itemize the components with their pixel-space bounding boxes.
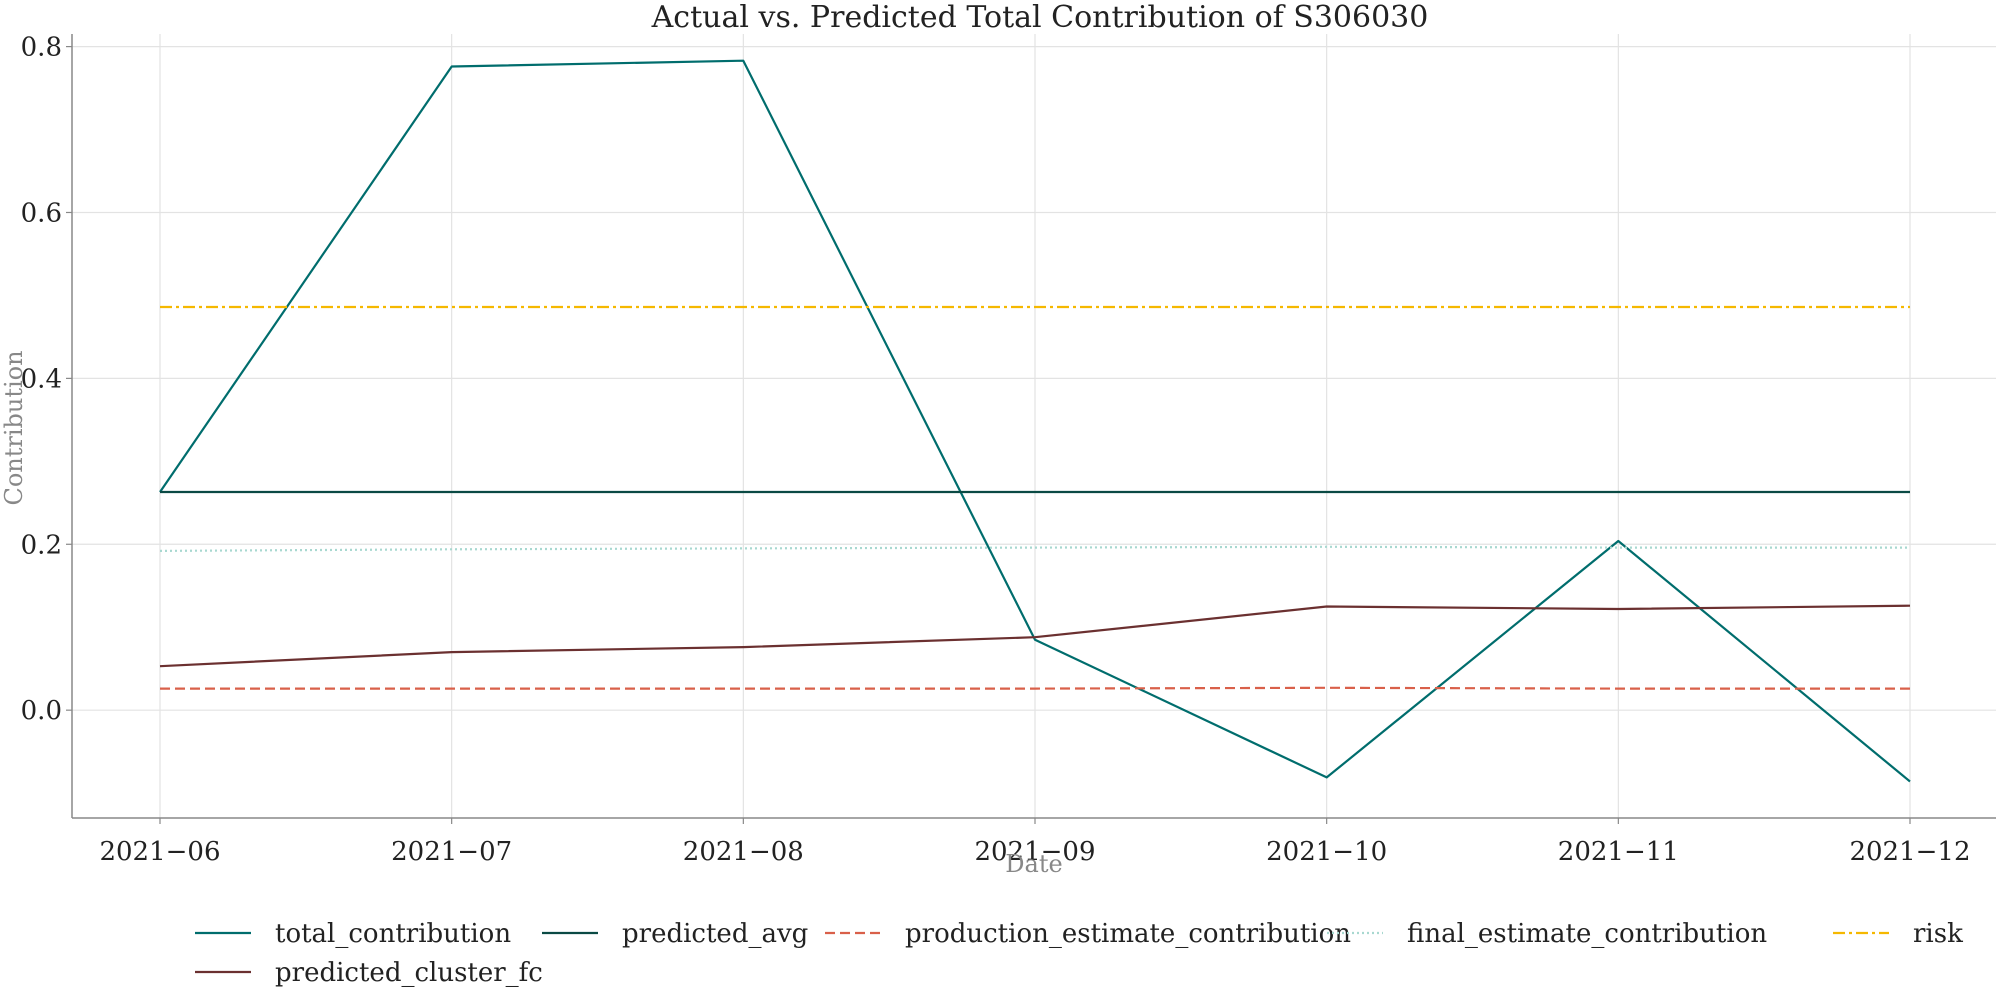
- x-tick-label: 2021−06: [99, 837, 220, 867]
- y-tick-label: 0.8: [21, 33, 62, 63]
- legend-label-predicted-avg: predicted_avg: [622, 919, 808, 949]
- legend-label-risk: risk: [1913, 919, 1963, 949]
- legend-label-production-estimate-contribution: production_estimate_contribution: [905, 919, 1351, 949]
- legend-label-total-contribution: total_contribution: [275, 919, 511, 949]
- axes: 0.0 0.2 0.4 0.6 0.8 2021−06 2021−07 2021−08 2021…: [21, 33, 1996, 867]
- series-line-final-estimate-contribution: [159, 545, 1910, 553]
- series-lines: [159, 59, 1911, 783]
- y-axis-label: Contribution: [0, 350, 28, 505]
- y-tick-label: 0.2: [21, 530, 62, 560]
- legend: total_contribution predicted_avg productio…: [195, 919, 1963, 988]
- y-tick-label: 0.6: [21, 198, 62, 228]
- x-tick-label: 2021−09: [974, 837, 1095, 867]
- x-tick-label: 2021−10: [1266, 837, 1387, 867]
- series-line-predicted-cluster-fc: [159, 604, 1911, 668]
- x-axis-label: Date: [1005, 850, 1062, 878]
- y-tick-label: 0.0: [21, 696, 62, 726]
- grid: [72, 34, 1996, 818]
- x-tick-label: 2021−07: [391, 837, 512, 867]
- x-tick-label: 2021−08: [683, 837, 804, 867]
- legend-label-final-estimate-contribution: final_estimate_contribution: [1407, 919, 1767, 949]
- legend-label-predicted-cluster-fc: predicted_cluster_fc: [275, 958, 543, 988]
- chart-title: Actual vs. Predicted Total Contribution …: [651, 0, 1429, 35]
- series-line-production-estimate-contribution: [160, 686, 1910, 690]
- x-tick-label: 2021−11: [1558, 837, 1679, 867]
- series-line-total-contribution: [159, 59, 1911, 783]
- x-tick-label: 2021−12: [1849, 837, 1970, 867]
- y-tick-label: 0.4: [21, 364, 62, 394]
